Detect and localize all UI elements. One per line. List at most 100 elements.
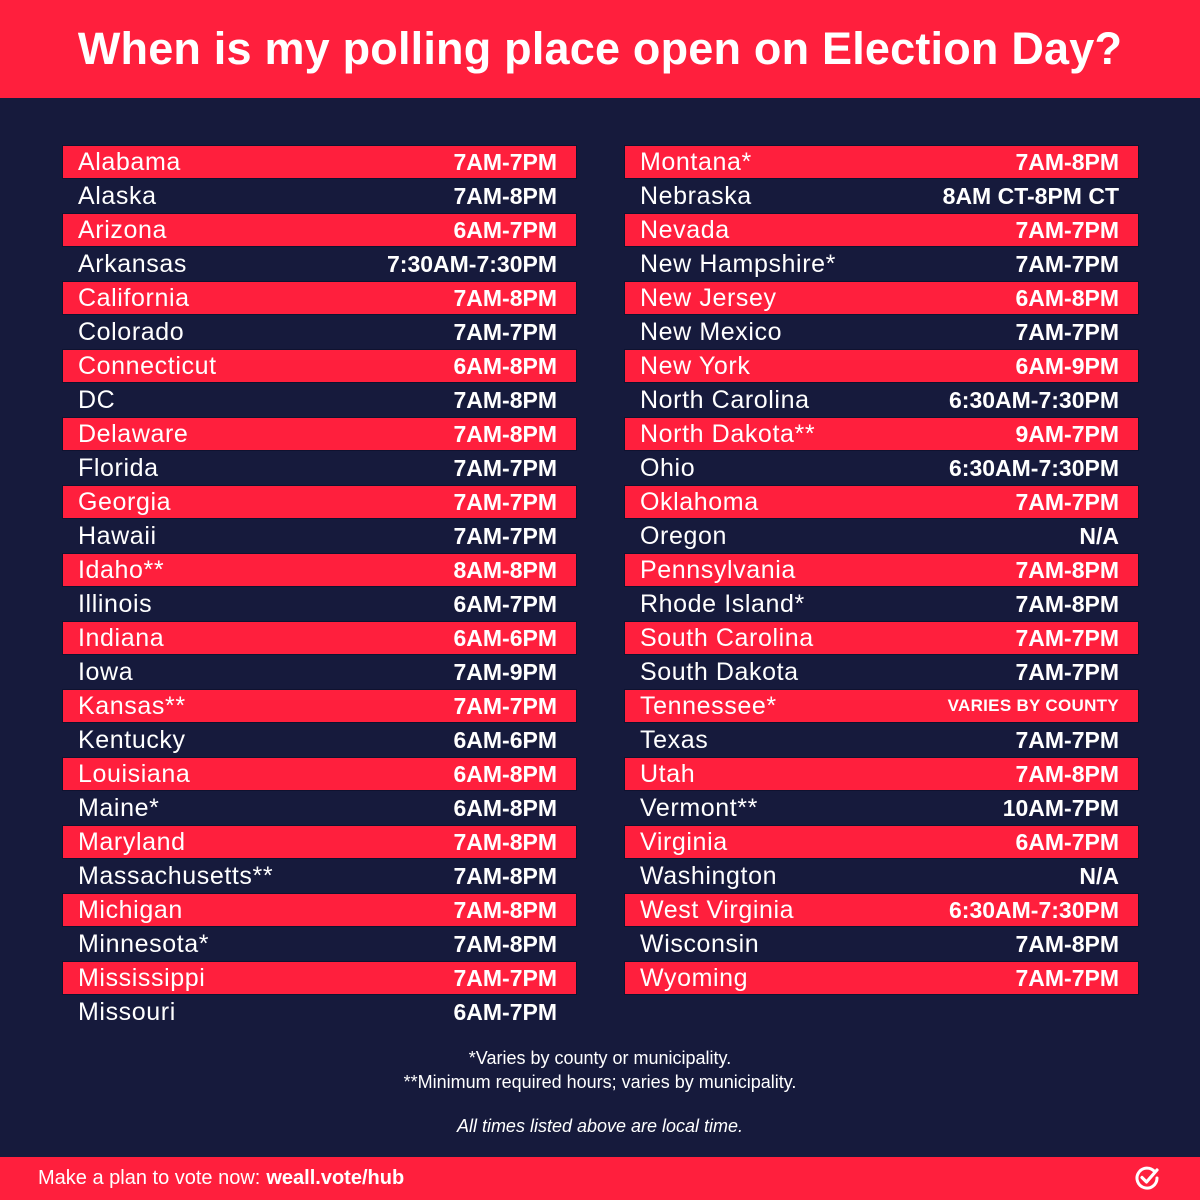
- state-name: New Hampshire*: [640, 249, 836, 278]
- state-row: Arizona 6AM-7PM: [62, 213, 577, 247]
- state-row: Texas 7AM-7PM: [624, 723, 1139, 757]
- state-row: Utah 7AM-8PM: [624, 757, 1139, 791]
- state-name: Pennsylvania: [640, 555, 796, 584]
- poll-hours: 6AM-6PM: [453, 726, 557, 753]
- state-name: Vermont**: [640, 793, 758, 822]
- state-row: Nevada 7AM-7PM: [624, 213, 1139, 247]
- state-name: Alabama: [78, 147, 181, 176]
- poll-hours: N/A: [1079, 862, 1119, 889]
- state-row: West Virginia 6:30AM-7:30PM: [624, 893, 1139, 927]
- poll-hours: 7AM-7PM: [1015, 964, 1119, 991]
- poll-hours: 7AM-7PM: [1015, 624, 1119, 651]
- state-name: Minnesota*: [78, 929, 210, 958]
- poll-hours: 7AM-8PM: [1015, 590, 1119, 617]
- poll-hours: 7AM-7PM: [1015, 318, 1119, 345]
- state-row: Virginia 6AM-7PM: [624, 825, 1139, 859]
- state-row: Tennessee* VARIES BY COUNTY: [624, 689, 1139, 723]
- state-row: Mississippi 7AM-7PM: [62, 961, 577, 995]
- state-row: South Carolina 7AM-7PM: [624, 621, 1139, 655]
- state-name: Washington: [640, 861, 778, 890]
- state-row: Minnesota* 7AM-8PM: [62, 927, 577, 961]
- state-name: DC: [78, 385, 116, 414]
- state-row: Arkansas 7:30AM-7:30PM: [62, 247, 577, 281]
- state-row: Vermont** 10AM-7PM: [624, 791, 1139, 825]
- state-name: Montana*: [640, 147, 752, 176]
- poll-hours: 7AM-8PM: [1015, 930, 1119, 957]
- header-banner: When is my polling place open on Electio…: [0, 0, 1200, 98]
- poll-hours: VARIES BY COUNTY: [947, 696, 1119, 715]
- state-row: Colorado 7AM-7PM: [62, 315, 577, 349]
- poll-hours: 7AM-8PM: [453, 386, 557, 413]
- poll-hours: 7AM-8PM: [453, 828, 557, 855]
- state-row: New Jersey 6AM-8PM: [624, 281, 1139, 315]
- state-row: New Hampshire* 7AM-7PM: [624, 247, 1139, 281]
- state-name: Illinois: [78, 589, 153, 618]
- poll-hours: 8AM CT-8PM CT: [942, 182, 1119, 209]
- poll-hours: 7AM-7PM: [1015, 250, 1119, 277]
- poll-hours: 7AM-8PM: [1015, 760, 1119, 787]
- state-row: New York 6AM-9PM: [624, 349, 1139, 383]
- state-name: Tennessee*: [640, 691, 777, 720]
- state-row: Nebraska 8AM CT-8PM CT: [624, 179, 1139, 213]
- state-name: South Dakota: [640, 657, 799, 686]
- poll-hours: 7AM-8PM: [1015, 148, 1119, 175]
- state-row: Louisiana 6AM-8PM: [62, 757, 577, 791]
- poll-hours: 7AM-7PM: [453, 692, 557, 719]
- poll-hours: 7AM-8PM: [453, 182, 557, 209]
- state-row: Oregon N/A: [624, 519, 1139, 553]
- state-row: Wyoming 7AM-7PM: [624, 961, 1139, 995]
- poll-hours: 7AM-7PM: [453, 488, 557, 515]
- poll-hours: 6AM-9PM: [1015, 352, 1119, 379]
- poll-hours: 7AM-8PM: [1015, 556, 1119, 583]
- local-time-note: All times listed above are local time.: [456, 1116, 744, 1136]
- state-row: Wisconsin 7AM-8PM: [624, 927, 1139, 961]
- state-name: Mississippi: [78, 963, 206, 992]
- state-row: Missouri 6AM-7PM: [62, 995, 577, 1029]
- state-name: Florida: [78, 453, 159, 482]
- state-row: Idaho** 8AM-8PM: [62, 553, 577, 587]
- poll-hours: 7AM-8PM: [453, 930, 557, 957]
- footer-url-link[interactable]: weall.vote/hub: [266, 1167, 405, 1189]
- state-row: Washington N/A: [624, 859, 1139, 893]
- state-row: Massachusetts** 7AM-8PM: [62, 859, 577, 893]
- state-name: California: [78, 283, 190, 312]
- poll-hours: 6AM-6PM: [453, 624, 557, 651]
- state-name: Georgia: [78, 487, 172, 516]
- state-name: Nevada: [640, 215, 730, 244]
- state-name: New Jersey: [640, 283, 777, 312]
- state-name: Delaware: [78, 419, 189, 448]
- state-row: New Mexico 7AM-7PM: [624, 315, 1139, 349]
- state-row: Indiana 6AM-6PM: [62, 621, 577, 655]
- page-title: When is my polling place open on Electio…: [77, 23, 1123, 74]
- poll-hours: 9AM-7PM: [1015, 420, 1119, 447]
- state-row: DC 7AM-8PM: [62, 383, 577, 417]
- state-row: Maine* 6AM-8PM: [62, 791, 577, 825]
- state-name: Arizona: [78, 215, 167, 244]
- footnote-single-asterisk: *Varies by county or municipality.: [468, 1048, 732, 1068]
- poll-hours: 6AM-8PM: [453, 760, 557, 787]
- state-row: Ohio 6:30AM-7:30PM: [624, 451, 1139, 485]
- poll-hours: 6AM-7PM: [453, 998, 557, 1025]
- poll-hours: 7AM-7PM: [453, 454, 557, 481]
- poll-hours: 6AM-8PM: [1015, 284, 1119, 311]
- poll-hours: 7AM-7PM: [453, 148, 557, 175]
- poll-hours: 6AM-7PM: [453, 590, 557, 617]
- state-name: Alaska: [78, 181, 157, 210]
- poll-hours: 7AM-7PM: [1015, 216, 1119, 243]
- state-name: West Virginia: [640, 895, 795, 924]
- footnote-double-asterisk: **Minimum required hours; varies by muni…: [403, 1072, 797, 1092]
- state-row: Maryland 7AM-8PM: [62, 825, 577, 859]
- state-name: Kansas**: [78, 691, 186, 720]
- poll-hours: 7AM-9PM: [453, 658, 557, 685]
- state-row: Georgia 7AM-7PM: [62, 485, 577, 519]
- state-name: Michigan: [78, 895, 183, 924]
- state-name: Nebraska: [640, 181, 752, 210]
- state-name: Virginia: [640, 827, 728, 856]
- state-name: Maine*: [78, 793, 160, 822]
- poll-hours: 6AM-7PM: [453, 216, 557, 243]
- state-row: Florida 7AM-7PM: [62, 451, 577, 485]
- state-name: Wisconsin: [640, 929, 760, 958]
- footer-cta: Make a plan to vote now: weall.vote/hub: [38, 1157, 404, 1200]
- poll-hours: 7AM-7PM: [1015, 658, 1119, 685]
- poll-hours: 7AM-8PM: [453, 420, 557, 447]
